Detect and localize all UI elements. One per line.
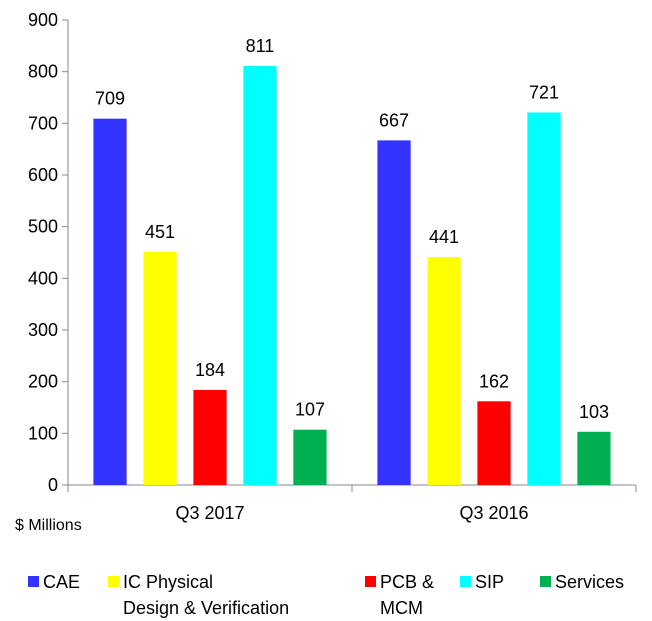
- bar: [377, 140, 411, 485]
- legend-item: CAE: [28, 569, 80, 595]
- bar: [527, 112, 561, 485]
- plot: $ Millions 0 100 200 300 400 500 600 700 800 900 Q…: [15, 10, 637, 534]
- data-label: 184: [195, 360, 225, 380]
- legend-item: PCB & MCM: [365, 569, 434, 621]
- data-label: 103: [579, 402, 609, 422]
- data-label: 107: [295, 400, 325, 420]
- y-tick-label: 500: [28, 217, 58, 237]
- y-tick-label: 700: [28, 113, 58, 133]
- legend-item: IC Physical Design & Verification: [108, 569, 289, 621]
- y-tick-label: 800: [28, 62, 58, 82]
- data-label: 811: [246, 36, 275, 56]
- legend-label: PCB & MCM: [380, 572, 435, 618]
- y-tick-label: 900: [28, 10, 58, 30]
- x-tick-label: Q3 2016: [459, 503, 528, 523]
- bar: [427, 257, 461, 485]
- data-label: 441: [429, 227, 459, 247]
- bar: [577, 431, 611, 485]
- data-label: 667: [379, 110, 409, 130]
- legend-swatch: [365, 576, 376, 587]
- bar: [477, 401, 511, 485]
- y-tick-label: 100: [28, 423, 58, 443]
- y-tick-label: 600: [28, 165, 58, 185]
- legend-swatch: [540, 576, 551, 587]
- data-label: 162: [479, 371, 509, 391]
- y-tick-label: 400: [28, 268, 58, 288]
- legend-label: IC Physical Design & Verification: [123, 572, 290, 618]
- data-label: 709: [95, 89, 125, 109]
- legend-swatch: [460, 576, 471, 587]
- legend-label: CAE: [43, 572, 81, 592]
- y-tick-label: 0: [48, 475, 58, 495]
- y-tick-label: 300: [28, 320, 58, 340]
- x-tick-label: Q3 2017: [175, 503, 244, 523]
- data-label: 451: [145, 222, 175, 242]
- bar: [143, 251, 177, 485]
- data-label: 721: [529, 82, 559, 102]
- legend-item: Services: [540, 569, 624, 595]
- bar: [293, 429, 327, 485]
- legend-item: SIP: [460, 569, 504, 595]
- y-axis-label: $ Millions: [15, 517, 82, 534]
- legend-swatch: [108, 576, 119, 587]
- legend-swatch: [28, 576, 39, 587]
- bar: [193, 389, 227, 485]
- bar: [93, 118, 127, 485]
- bar: [243, 65, 277, 485]
- legend-label: Services: [555, 572, 625, 592]
- y-tick-label: 200: [28, 372, 58, 392]
- legend-label: SIP: [475, 572, 505, 592]
